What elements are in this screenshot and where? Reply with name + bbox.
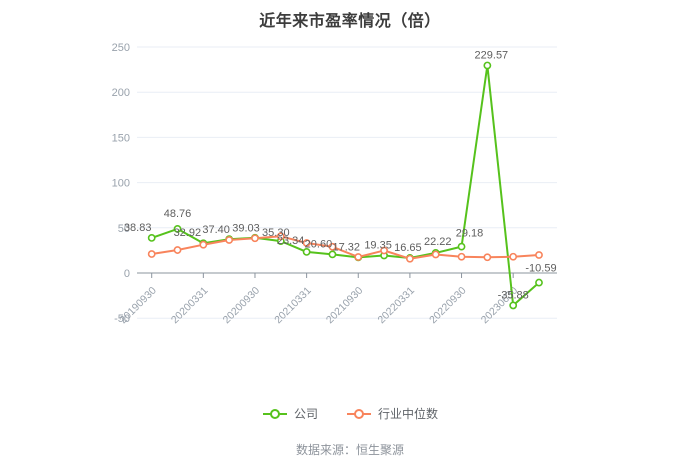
value-label-1: 48.76 — [164, 208, 192, 220]
industry-series-icon — [347, 408, 371, 419]
legend-label-company: 公司 — [293, 407, 318, 421]
industry-point-9 — [380, 246, 388, 255]
company-point-13 — [483, 61, 492, 70]
industry-point-10 — [405, 254, 414, 263]
company-point-6 — [302, 248, 311, 256]
company-point-12 — [457, 242, 466, 251]
value-label-13: 229.57 — [475, 49, 509, 61]
data-source-text: 数据来源：恒生聚源 — [295, 443, 404, 457]
industry-point-15 — [535, 251, 543, 259]
company-point-14 — [509, 301, 518, 310]
y-axis-label: 0 — [124, 268, 130, 280]
legend-item-industry[interactable]: 行业中位数 — [346, 405, 438, 422]
chart-legend: 公司 行业中位数 — [0, 405, 700, 422]
industry-point-7 — [328, 242, 337, 251]
value-label-9: 19.35 — [364, 240, 392, 252]
y-axis-label: -50 — [114, 313, 130, 325]
industry-point-6 — [302, 239, 311, 247]
value-label-10: 16.65 — [394, 242, 422, 254]
industry-point-5 — [276, 232, 285, 241]
y-axis-label: 150 — [112, 132, 130, 144]
value-label-5: 35.30 — [262, 227, 290, 239]
x-axis-label: 20220331 — [376, 285, 418, 327]
value-label-12: 29.18 — [456, 228, 484, 240]
value-label-15: -10.59 — [525, 263, 556, 275]
industry-line — [150, 235, 540, 260]
legend-label-industry: 行业中位数 — [378, 407, 439, 421]
industry-point-8 — [354, 253, 363, 261]
industry-point-12 — [457, 252, 466, 261]
company-line — [150, 64, 540, 307]
x-axis-label: 20190930 — [117, 285, 159, 327]
company-point-0 — [147, 233, 156, 242]
industry-point-14 — [509, 252, 518, 261]
value-label-6: 23.34 — [277, 235, 305, 247]
industry-point-1 — [173, 246, 182, 254]
company-point-1 — [173, 225, 182, 233]
x-axis-label: 20200930 — [221, 285, 263, 327]
legend-item-company[interactable]: 公司 — [262, 405, 318, 422]
company-series-icon — [262, 408, 287, 419]
value-label-4: 39.03 — [232, 223, 260, 235]
x-axis-label: 20210930 — [324, 285, 366, 327]
industry-point-0 — [147, 250, 156, 258]
value-label-11: 22.22 — [424, 236, 452, 248]
x-axis-label: 20210331 — [272, 285, 314, 327]
value-label-2: 32.92 — [174, 227, 202, 239]
value-label-8: 17.32 — [332, 241, 360, 253]
company-point-7 — [328, 250, 337, 259]
industry-point-13 — [483, 253, 492, 262]
industry-point-3 — [225, 236, 234, 244]
y-axis-label: 100 — [112, 178, 130, 190]
y-axis-label: 250 — [112, 42, 130, 54]
company-point-15 — [535, 278, 543, 287]
x-axis-label: 20200331 — [169, 285, 211, 327]
y-axis-label: 200 — [112, 87, 130, 99]
x-axis-label: 20220930 — [427, 285, 469, 327]
value-label-3: 37.40 — [202, 224, 230, 236]
value-label-0: 38.83 — [124, 222, 152, 234]
value-label-14: -35.88 — [498, 289, 529, 301]
value-label-7: 20.60 — [305, 238, 333, 250]
industry-point-11 — [431, 250, 440, 259]
chart-title: 近年来市盈率情况（倍） — [259, 13, 441, 30]
industry-point-4 — [251, 234, 259, 243]
industry-point-2 — [199, 240, 208, 249]
y-axis-label: 50 — [118, 223, 130, 235]
